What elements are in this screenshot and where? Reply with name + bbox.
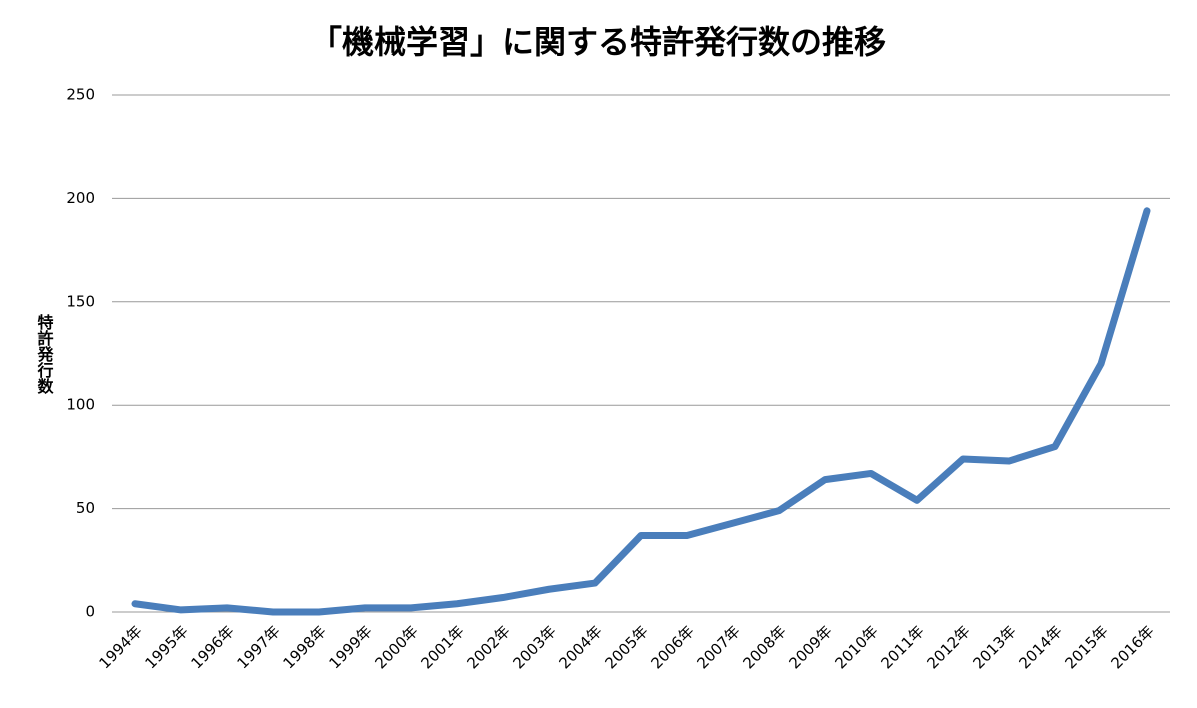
x-tick-label: 1997年 [233, 622, 283, 672]
x-tick-label: 1996年 [187, 622, 237, 672]
x-tick-label: 2011年 [877, 622, 927, 672]
x-tick-label: 1995年 [141, 622, 191, 672]
y-tick-label: 0 [85, 603, 95, 621]
x-tick-label: 1999年 [325, 622, 375, 672]
x-tick-label: 2012年 [923, 622, 973, 672]
x-tick-label: 2009年 [785, 622, 835, 672]
y-tick-label: 250 [66, 86, 95, 104]
x-tick-label: 2014年 [1015, 622, 1065, 672]
y-tick-label: 200 [66, 189, 95, 207]
y-tick-label: 100 [66, 396, 95, 414]
chart-title: 「機械学習」に関する特許発行数の推移 [310, 23, 886, 61]
x-tick-label: 2013年 [969, 622, 1019, 672]
x-tick-label: 2007年 [693, 622, 743, 672]
y-tick-label: 150 [66, 292, 95, 310]
x-tick-label: 2000年 [371, 622, 421, 672]
x-tick-label: 2005年 [601, 622, 651, 672]
x-tick-label: 2001年 [417, 622, 467, 672]
x-tick-label: 2003年 [509, 622, 559, 672]
x-tick-label: 1998年 [279, 622, 329, 672]
x-tick-label: 2016年 [1107, 622, 1157, 672]
x-tick-label: 2006年 [647, 622, 697, 672]
x-tick-label: 2002年 [463, 622, 513, 672]
x-tick-label: 2015年 [1061, 622, 1111, 672]
x-tick-label: 2008年 [739, 622, 789, 672]
line-series [131, 207, 1151, 616]
x-tick-label: 2004年 [555, 622, 605, 672]
y-axis-label: 特許発行数 [35, 313, 55, 395]
y-tick-label: 50 [76, 499, 95, 517]
x-tick-label: 2010年 [831, 622, 881, 672]
x-tick-label: 1994年 [95, 622, 145, 672]
